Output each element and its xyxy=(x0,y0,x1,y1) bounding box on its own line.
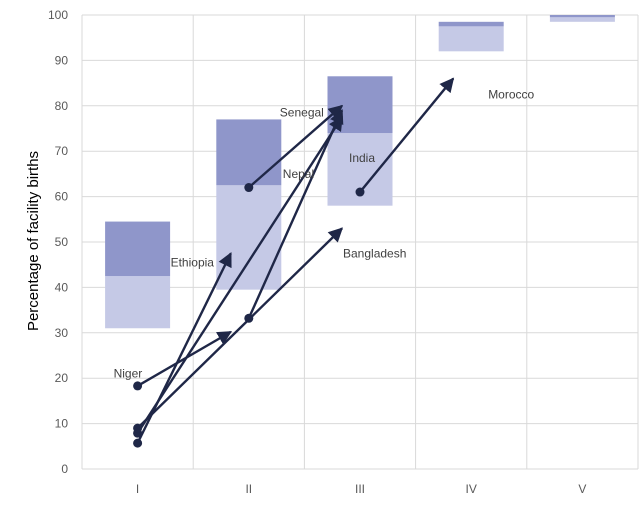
y-tick-label: 0 xyxy=(61,462,68,476)
start-point-india xyxy=(244,313,254,323)
y-tick-label: 10 xyxy=(55,417,69,431)
start-point-niger xyxy=(133,381,143,391)
country-arrows xyxy=(133,77,455,448)
grid xyxy=(81,14,639,470)
y-tick-label: 90 xyxy=(55,53,69,67)
y-tick-label: 30 xyxy=(55,326,69,340)
start-point-senegal xyxy=(244,183,254,193)
start-point-morocco xyxy=(355,187,365,197)
range-low-V xyxy=(549,17,615,22)
arrow-nepal xyxy=(136,115,344,434)
label-niger: Niger xyxy=(114,367,143,381)
range-low-II xyxy=(216,185,282,290)
x-tick-label-V: V xyxy=(578,482,586,496)
arrow-india xyxy=(247,109,344,319)
range-bars xyxy=(105,15,615,329)
label-senegal: Senegal xyxy=(280,106,324,120)
y-axis-title: Percentage of facility births xyxy=(25,151,42,331)
country-labels: Niger Ethiopia Nepal Bangladesh Senegal India… xyxy=(114,87,535,380)
y-tick-label: 40 xyxy=(55,280,69,294)
range-high-V xyxy=(549,15,615,18)
start-point-bangladesh xyxy=(133,423,143,433)
y-tick-label: 100 xyxy=(48,8,68,22)
range-low-IV xyxy=(438,26,504,52)
arrow-bangladesh xyxy=(136,227,344,429)
range-high-II xyxy=(216,119,282,186)
range-low-I xyxy=(105,276,171,329)
label-morocco: Morocco xyxy=(488,87,534,101)
label-india: India xyxy=(349,151,375,165)
x-tick-label-III: III xyxy=(355,482,365,496)
range-high-IV xyxy=(438,21,504,27)
x-tick-label-I: I xyxy=(136,482,139,496)
arrow-morocco xyxy=(359,77,455,193)
y-tick-label: 60 xyxy=(55,190,69,204)
x-tick-label-II: II xyxy=(245,482,252,496)
label-nepal: Nepal xyxy=(283,167,314,181)
start-point-ethiopia xyxy=(133,438,143,448)
x-tick-label-IV: IV xyxy=(466,482,477,496)
label-ethiopia: Ethiopia xyxy=(171,255,215,269)
y-tick-label: 50 xyxy=(55,235,69,249)
arrow-senegal xyxy=(248,104,344,189)
y-tick-label: 70 xyxy=(55,144,69,158)
range-high-I xyxy=(105,221,171,277)
y-tick-label: 20 xyxy=(55,371,69,385)
y-tick-label: 80 xyxy=(55,99,69,113)
label-bangladesh: Bangladesh xyxy=(343,246,406,260)
